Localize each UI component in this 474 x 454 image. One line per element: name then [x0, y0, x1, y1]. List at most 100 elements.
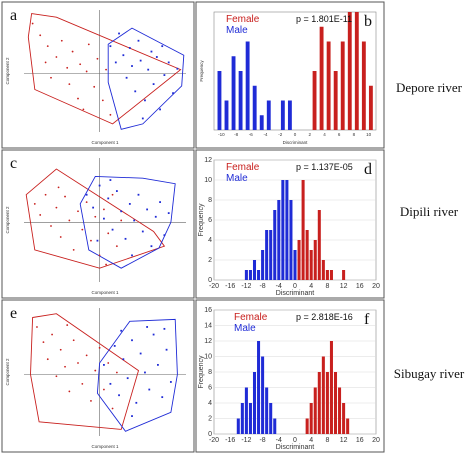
scatter-panel-e: Component 1 Component 2 e: [1, 299, 195, 453]
female-point: [103, 388, 105, 391]
male-point: [155, 56, 158, 58]
x-tick: 16: [356, 437, 364, 444]
female-point: [50, 76, 52, 79]
scatter-x-label: Component 1: [91, 444, 119, 449]
female-bar: [361, 41, 366, 130]
female-bar: [313, 240, 317, 280]
female-point: [85, 354, 88, 357]
male-point: [167, 61, 170, 64]
male-point: [172, 92, 174, 95]
x-tick: -8: [259, 437, 265, 444]
x-tick: 10: [366, 132, 372, 137]
male-bar: [244, 270, 248, 280]
female-bar: [333, 372, 338, 434]
x-tick: -4: [264, 132, 268, 137]
male-point: [159, 108, 161, 111]
male-point: [169, 381, 172, 383]
female-point: [111, 193, 114, 196]
male-point: [147, 68, 150, 71]
panel-letter-c: c: [10, 155, 17, 172]
female-bar: [333, 71, 338, 130]
male-bar: [261, 356, 265, 434]
male-point: [141, 230, 144, 233]
x-tick: -6: [249, 132, 253, 137]
female-point: [55, 375, 58, 378]
male-bar: [273, 210, 277, 280]
y-tick: 10: [204, 354, 212, 361]
female-point: [39, 214, 42, 216]
x-tick: 4: [323, 132, 326, 137]
male-point: [139, 352, 142, 355]
female-point: [68, 219, 71, 222]
y-tick: 0: [208, 277, 212, 284]
male-bar: [248, 403, 252, 434]
x-tick: 16: [356, 283, 364, 290]
male-point: [124, 237, 127, 240]
male-bar: [269, 230, 273, 280]
male-point: [141, 117, 144, 120]
hist-y-label: Frequency: [198, 203, 205, 237]
male-bar: [266, 100, 271, 130]
male-bar: [280, 100, 285, 130]
x-tick: 20: [372, 283, 380, 290]
y-tick: 16: [204, 307, 212, 314]
female-hull: [30, 313, 140, 430]
male-point: [128, 203, 131, 205]
male-point: [131, 254, 133, 257]
male-point: [126, 377, 129, 380]
female-bar: [309, 403, 313, 434]
y-tick: 0: [208, 431, 212, 438]
scatter-panel-a: Component 1 Component 2 a: [1, 1, 195, 149]
river-label: Depore river: [396, 80, 463, 95]
female-point: [107, 232, 110, 235]
x-tick: 2: [308, 132, 311, 137]
female-hull: [27, 13, 182, 125]
female-point: [94, 369, 97, 372]
legend-male: Male: [226, 173, 248, 184]
female-bar: [309, 250, 313, 280]
x-tick: 6: [338, 132, 341, 137]
female-point: [72, 339, 75, 342]
female-point: [81, 228, 84, 231]
female-bar: [297, 240, 301, 280]
female-bar: [301, 180, 305, 280]
x-tick: 8: [325, 283, 329, 290]
hist-panel-f: 0 2 4 6 8 10 12 14 16 -20 -16 -12 -8 -4 0 4 8 12 16 20 Discr…: [195, 299, 385, 453]
male-point: [131, 415, 133, 417]
female-point: [109, 113, 112, 116]
female-point: [90, 400, 92, 402]
male-bar: [293, 250, 297, 280]
scatter-x-label: Component 1: [91, 140, 119, 145]
male-point: [150, 50, 153, 53]
panel-letter-e: e: [10, 305, 17, 322]
male-bar: [245, 41, 250, 130]
male-point: [154, 215, 157, 218]
x-tick: 8: [353, 132, 356, 137]
male-bar: [259, 115, 264, 130]
female-point: [39, 34, 42, 37]
male-point: [111, 228, 114, 231]
x-tick: -12: [241, 283, 251, 290]
female-point: [105, 68, 107, 71]
female-bar: [305, 418, 309, 434]
female-point: [85, 70, 88, 73]
hist-frame: [195, 299, 385, 453]
x-tick: -4: [276, 437, 282, 444]
hist-y-label: Frequency: [199, 60, 204, 82]
male-point: [134, 90, 137, 93]
y-tick: 4: [208, 400, 212, 407]
female-point: [90, 239, 92, 242]
y-tick: 12: [204, 157, 212, 164]
row-1: Component 1 Component 2 a -10 -8 -6 -4 -2 0 2 4 6 8 1…: [1, 1, 463, 149]
male-bar: [231, 56, 236, 130]
female-point: [64, 195, 66, 198]
x-tick: 4: [309, 283, 313, 290]
male-point: [165, 348, 168, 351]
female-bar: [317, 372, 321, 434]
female-point: [120, 219, 123, 222]
scatter-y-label: Component 2: [5, 358, 10, 386]
male-hull: [107, 27, 185, 130]
female-point: [46, 45, 49, 48]
male-point: [103, 363, 105, 366]
x-tick: 8: [325, 437, 329, 444]
